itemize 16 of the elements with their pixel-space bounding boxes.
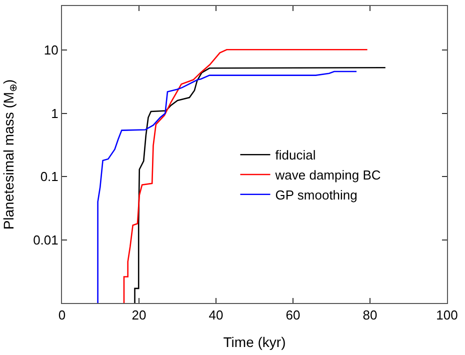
- x-tick-label: 60: [286, 308, 300, 323]
- x-tick-label: 20: [132, 308, 146, 323]
- y-tick-label: 10: [44, 42, 58, 58]
- y-tick-label: 0.01: [33, 232, 58, 248]
- legend-label: fiducial: [275, 148, 316, 163]
- x-tick-label: 100: [436, 308, 458, 323]
- legend-label: wave damping BC: [274, 168, 381, 183]
- y-tick-label: 1: [51, 106, 58, 121]
- x-tick-label: 0: [58, 308, 66, 323]
- y-tick-label: 0.1: [40, 169, 58, 184]
- line-series: [134, 66, 386, 303]
- legend-label: GP smoothing: [275, 187, 358, 202]
- line-series: [97, 70, 358, 303]
- x-axis-title: Time (kyr): [223, 334, 286, 350]
- x-tick-label: 80: [362, 308, 378, 323]
- x-tick-label: 40: [208, 308, 224, 323]
